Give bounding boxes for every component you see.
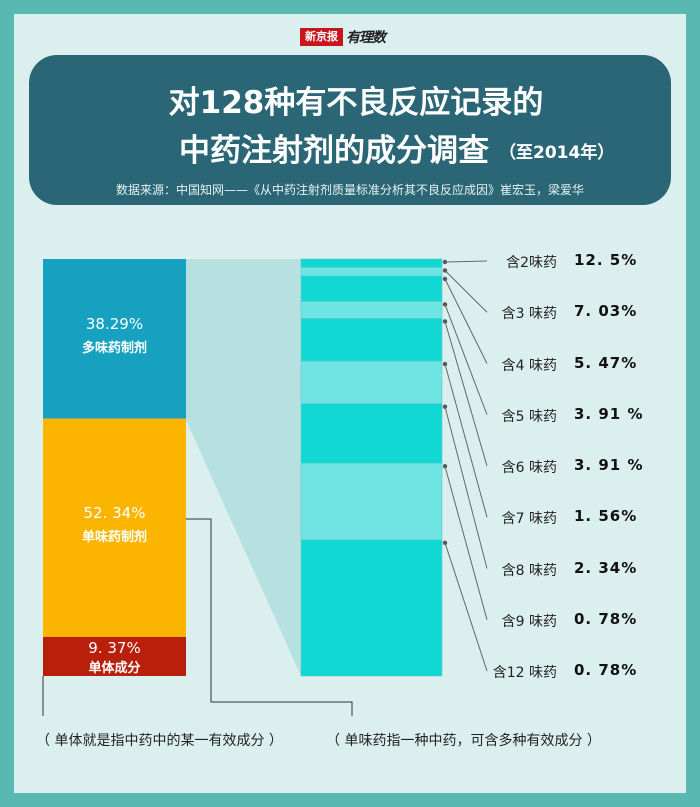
detail-category-label: 含12 味药 bbox=[492, 665, 557, 681]
title-line-2-text: 中药注射剂的成分调查 bbox=[179, 133, 489, 169]
detail-category-label: 含5 味药 bbox=[501, 408, 557, 425]
leader-dot bbox=[442, 319, 448, 324]
detail-category-label: 含2味药 bbox=[506, 255, 557, 271]
detail-bar-segment bbox=[300, 267, 443, 277]
leader-dot bbox=[442, 361, 448, 367]
brand-column: 有理数 bbox=[346, 30, 386, 46]
note-monomer: （ 单体就是指中药中的某一有效成分 ） bbox=[36, 733, 283, 749]
main-stacked-bar bbox=[43, 259, 186, 676]
detail-bar-segment bbox=[300, 318, 443, 362]
breakdown-connector bbox=[186, 259, 301, 676]
leader-line bbox=[444, 321, 488, 467]
main-segment-category: 多味药制剂 bbox=[81, 340, 147, 356]
detail-category-label: 含9 味药 bbox=[501, 613, 557, 630]
detail-value-label: 2. 34% bbox=[574, 558, 638, 577]
leader-line bbox=[444, 260, 488, 263]
leader-line bbox=[444, 270, 488, 313]
detail-value-label: 3. 91 % bbox=[574, 404, 644, 423]
detail-category-label: 含6 味药 bbox=[501, 460, 557, 476]
title-year: （至2014年） bbox=[499, 143, 615, 163]
detail-bar-segment bbox=[300, 258, 443, 268]
detail-category-label: 含3 味药 bbox=[501, 306, 557, 323]
main-bar-segment bbox=[43, 418, 186, 637]
leader-line bbox=[444, 363, 488, 518]
main-segment-label: 38.29% 多味药制剂 bbox=[43, 315, 186, 356]
detail-category-label: 含8 味药 bbox=[501, 562, 557, 579]
leader-line bbox=[444, 278, 488, 364]
detail-bar-segment bbox=[300, 360, 443, 404]
title-line-1: 对128种有不良反应记录的 bbox=[168, 85, 544, 121]
detail-value-label: 0. 78% bbox=[574, 609, 638, 628]
data-source: 数据来源：中国知网——《从中药注射剂质量标准分析其不良反应成因》崔宏玉，梁爱华 bbox=[115, 183, 584, 197]
main-segment-value: 9. 37% bbox=[88, 639, 141, 658]
title-banner: 对128种有不良反应记录的 中药注射剂的成分调查 （至2014年） 数据来源：中国… bbox=[29, 55, 671, 205]
leader-dot bbox=[442, 404, 448, 409]
detail-value-label: 3. 91 % bbox=[574, 456, 644, 474]
detail-bar-segment bbox=[300, 275, 443, 302]
leader-dot bbox=[442, 464, 448, 469]
main-segment-category: 单味药制剂 bbox=[81, 529, 147, 545]
leader-line bbox=[444, 304, 488, 415]
leader-dot bbox=[442, 276, 448, 282]
detail-bar-segment bbox=[300, 539, 443, 677]
main-segment-label: 52. 34% 单味药制剂 bbox=[43, 504, 186, 545]
leader-lines bbox=[442, 259, 488, 672]
detail-stacked-bar bbox=[300, 258, 443, 677]
leader-line bbox=[444, 542, 488, 672]
detail-bar-segment bbox=[300, 403, 443, 464]
detail-value-label: 1. 56% bbox=[574, 507, 638, 526]
main-bar-segment bbox=[43, 259, 186, 419]
brand-logo: 新京报 有理数 bbox=[300, 27, 386, 47]
detail-value-label: 0. 78% bbox=[574, 661, 638, 679]
detail-category-label: 含7 味药 bbox=[501, 511, 557, 528]
detail-bar-segment bbox=[300, 301, 443, 319]
title-line-2: 中药注射剂的成分调查 （至2014年） bbox=[179, 125, 614, 170]
note-single-herb: （ 单味药指一种中药，可含多种有效成分 ） bbox=[326, 733, 601, 749]
detail-category-label: 含4 味药 bbox=[501, 357, 557, 374]
detail-value-label: 7. 03% bbox=[574, 302, 638, 321]
main-segment-value: 38.29% bbox=[85, 314, 144, 333]
main-bar-segment bbox=[43, 636, 186, 676]
brand-name: 新京报 bbox=[300, 28, 343, 46]
leader-line bbox=[444, 466, 488, 620]
main-segment-label: 9. 37% 单体成分 bbox=[43, 639, 186, 676]
detail-value-label: 12. 5% bbox=[574, 251, 638, 269]
detail-bar-segment bbox=[300, 462, 443, 541]
single-herb-bracket bbox=[186, 518, 353, 716]
main-segment-category: 单体成分 bbox=[88, 661, 141, 677]
detail-value-label: 5. 47% bbox=[574, 353, 638, 372]
main-segment-value: 52. 34% bbox=[83, 503, 146, 522]
leader-line bbox=[444, 406, 488, 569]
